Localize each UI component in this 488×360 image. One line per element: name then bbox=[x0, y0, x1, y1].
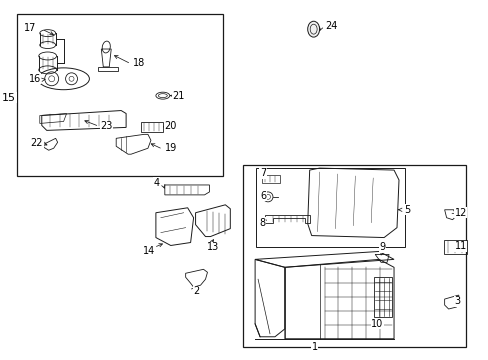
Text: 7: 7 bbox=[260, 168, 265, 178]
Text: 23: 23 bbox=[100, 121, 112, 131]
Text: 2: 2 bbox=[193, 286, 199, 296]
Text: 3: 3 bbox=[454, 296, 460, 306]
Text: 15: 15 bbox=[2, 93, 16, 103]
Text: 8: 8 bbox=[259, 218, 264, 228]
Bar bbox=[443, 239, 467, 255]
Text: 4: 4 bbox=[154, 178, 160, 188]
Text: 20: 20 bbox=[164, 121, 177, 131]
Text: 11: 11 bbox=[454, 242, 466, 252]
Text: 24: 24 bbox=[325, 21, 337, 31]
Text: 17: 17 bbox=[23, 23, 36, 33]
Bar bbox=[17, 14, 223, 176]
Text: 1: 1 bbox=[311, 342, 317, 352]
Text: 18: 18 bbox=[133, 58, 145, 68]
Ellipse shape bbox=[307, 21, 319, 37]
Text: 6: 6 bbox=[260, 191, 265, 201]
Text: 16: 16 bbox=[29, 74, 41, 84]
Text: 22: 22 bbox=[30, 138, 43, 148]
Text: 21: 21 bbox=[172, 91, 184, 101]
Bar bbox=[256, 168, 404, 247]
Bar bbox=[243, 165, 466, 347]
Text: 13: 13 bbox=[207, 243, 219, 252]
Text: 19: 19 bbox=[164, 143, 177, 153]
Text: 9: 9 bbox=[378, 243, 385, 252]
Text: 5: 5 bbox=[403, 205, 409, 215]
Bar bbox=[373, 277, 391, 317]
Text: 14: 14 bbox=[142, 247, 155, 256]
Text: 10: 10 bbox=[370, 319, 383, 329]
Text: 12: 12 bbox=[454, 208, 466, 218]
